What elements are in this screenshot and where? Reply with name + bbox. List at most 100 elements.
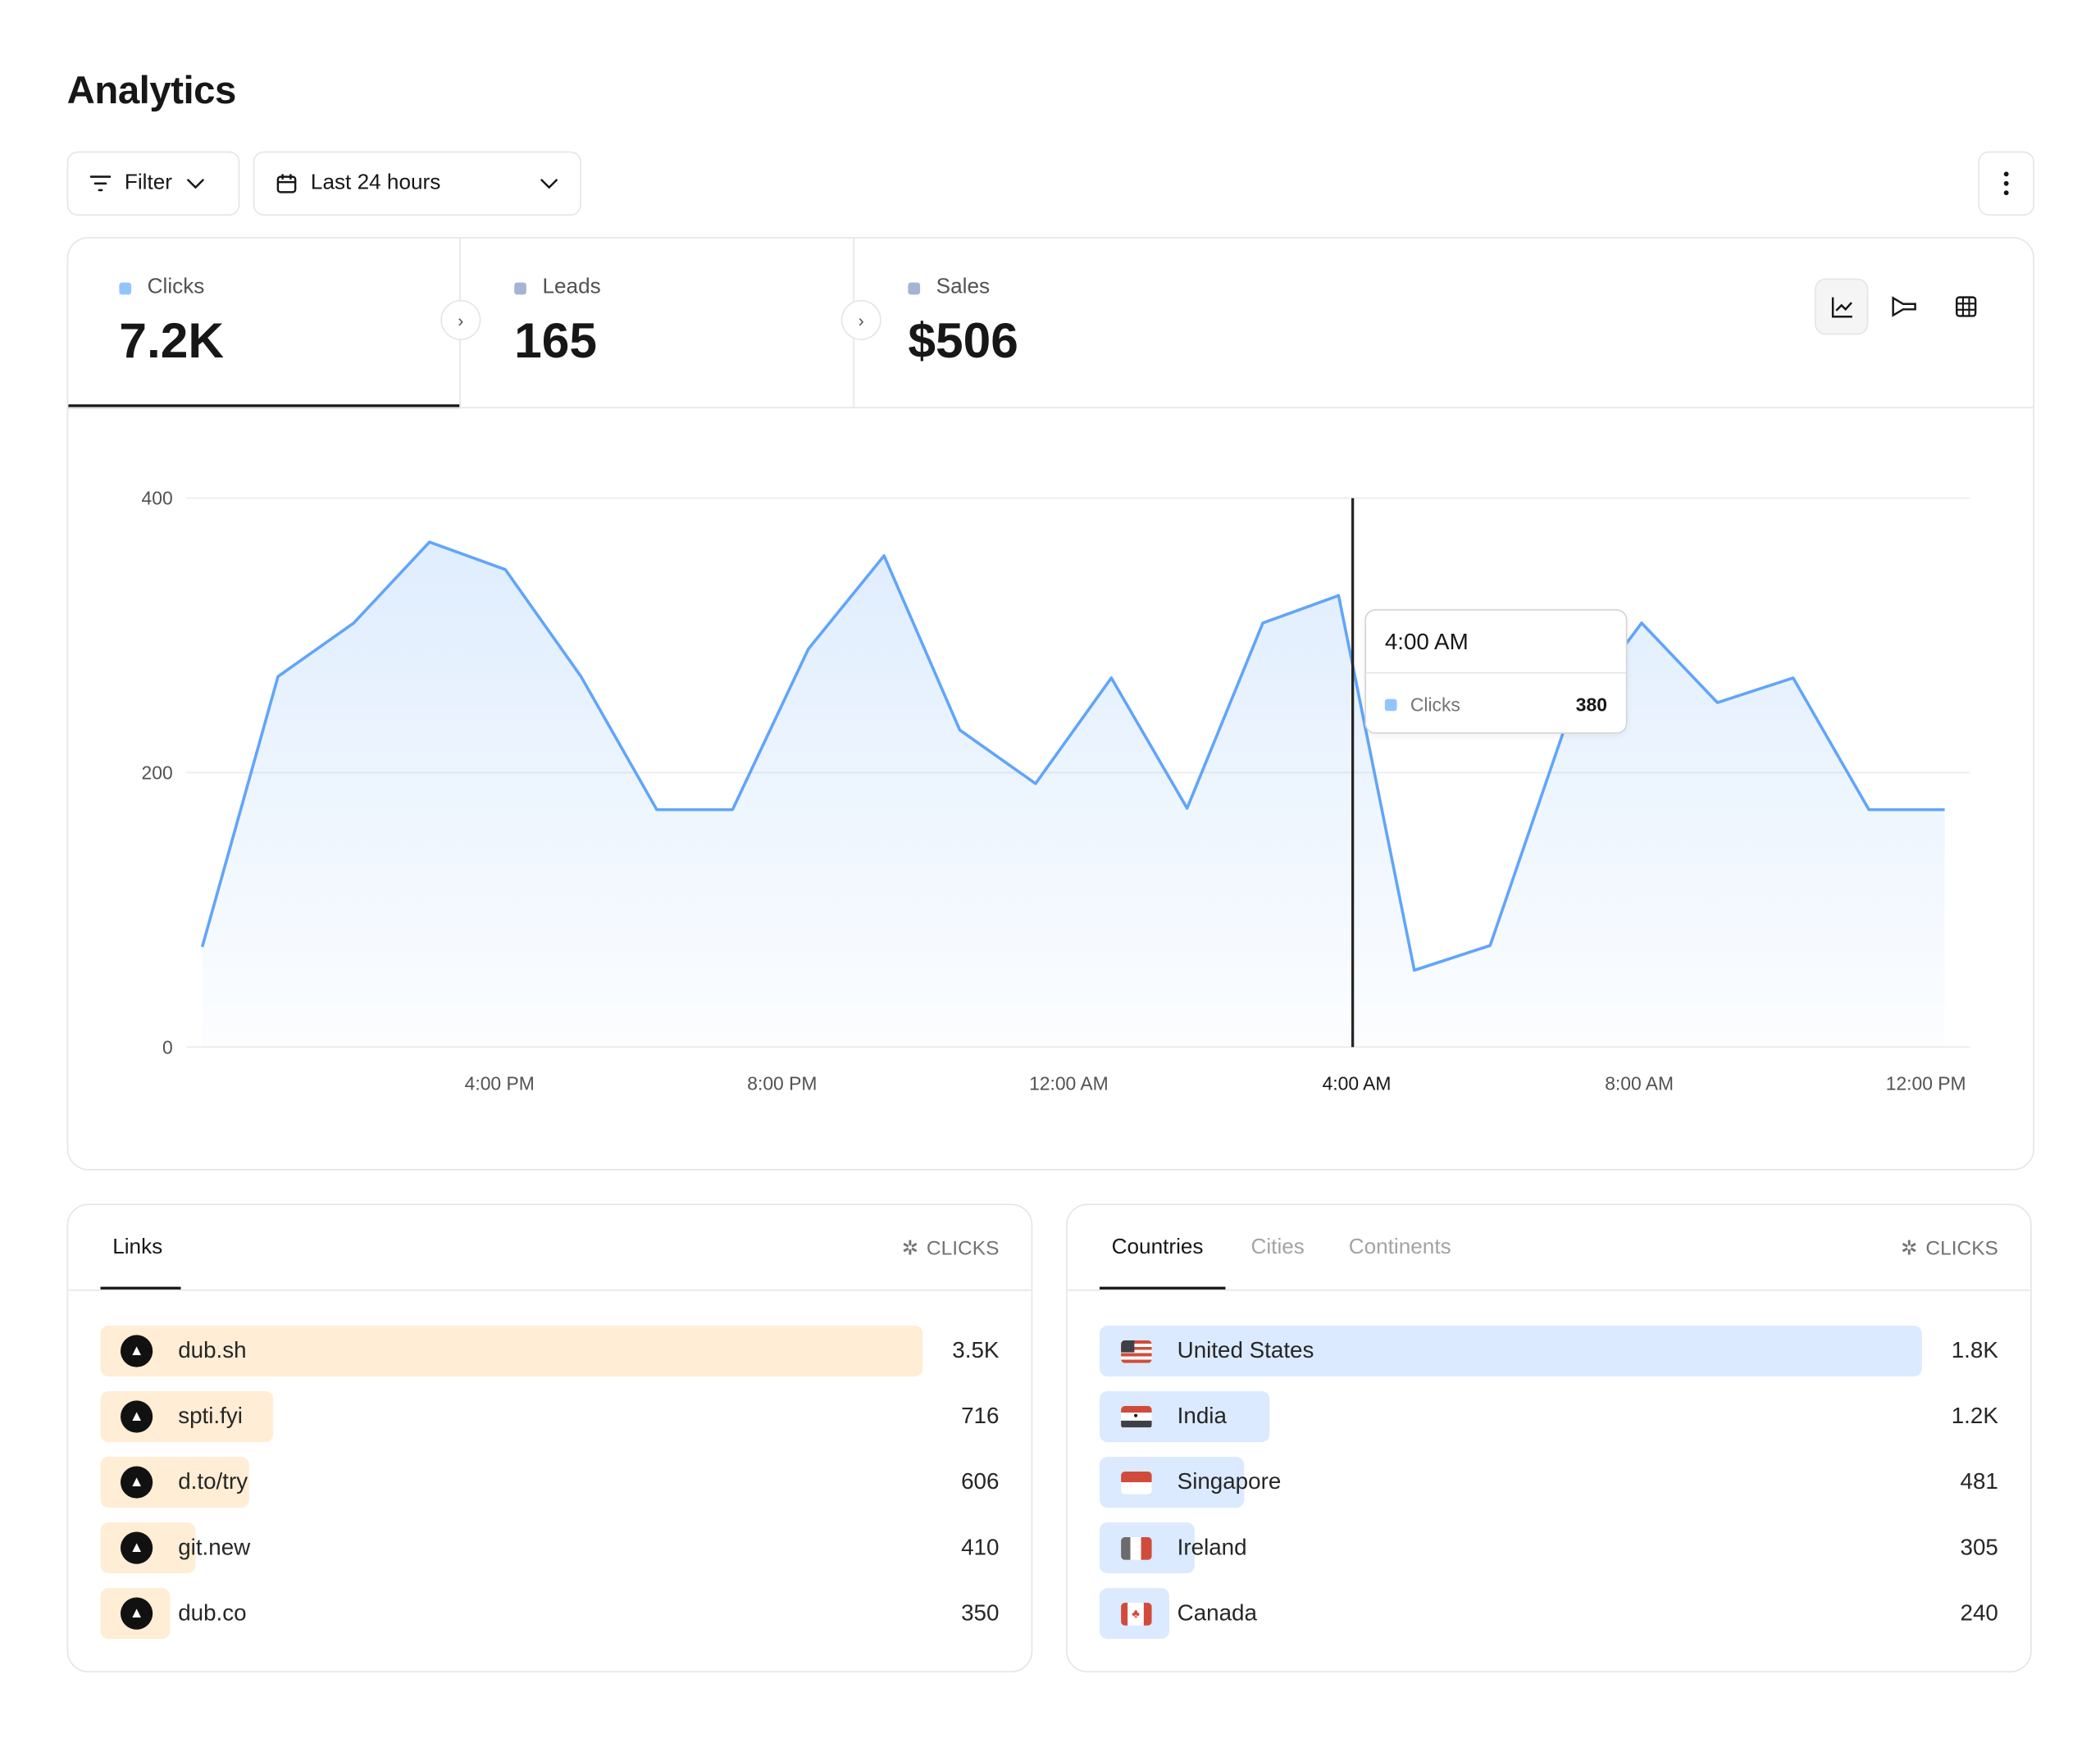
metric-value: $506 xyxy=(908,313,1018,369)
date-range-picker[interactable]: Last 24 hours xyxy=(253,151,581,216)
metric-tab-sales[interactable]: Sales $506 xyxy=(854,239,2033,407)
analytics-chart-card: Clicks 7.2K › Leads 165 › Sales $506 0 20… xyxy=(66,237,2034,1171)
chevron-right-icon: › xyxy=(440,299,481,340)
dub-logo-icon: ▲ xyxy=(119,1597,153,1630)
flag-in-icon: ● xyxy=(1118,1402,1153,1431)
active-tab-indicator xyxy=(68,404,460,409)
item-count: 240 xyxy=(1960,1599,1998,1626)
metric-tab-leads[interactable]: Leads 165 xyxy=(461,238,855,407)
page-title: Analytics xyxy=(66,69,237,113)
item-count: 350 xyxy=(961,1599,1000,1626)
list-item[interactable]: United States 1.8K xyxy=(1099,1325,1998,1377)
filter-label: Filter xyxy=(124,171,172,194)
table-view-button[interactable] xyxy=(1939,279,1993,335)
list-item[interactable]: ♣ Canada 240 xyxy=(1099,1588,1998,1640)
dub-logo-icon: ▲ xyxy=(119,1400,153,1433)
date-range-label: Last 24 hours xyxy=(310,171,441,194)
x-tick-label: 8:00 PM xyxy=(747,1073,817,1094)
more-vertical-icon xyxy=(2003,171,2009,196)
chevron-down-icon xyxy=(540,178,558,189)
clicks-legend-swatch xyxy=(1384,698,1397,711)
metric-label: CLICKS xyxy=(1925,1236,1998,1260)
share-bar xyxy=(1099,1325,1922,1377)
funnel-icon xyxy=(1891,296,1916,317)
filter-icon xyxy=(89,175,112,192)
dub-logo-icon: ▲ xyxy=(119,1466,153,1499)
item-count: 1.2K xyxy=(1951,1403,1998,1429)
tab-continents[interactable]: Continents xyxy=(1348,1235,1451,1259)
locations-card: Countries Cities Continents ✲ CLICKS Unit… xyxy=(1066,1203,2032,1672)
tooltip-value: 380 xyxy=(1575,694,1607,716)
list-item[interactable]: ● India 1.2K xyxy=(1099,1390,1998,1443)
item-count: 481 xyxy=(1960,1468,1998,1495)
list-item[interactable]: ▲ d.to/try 606 xyxy=(100,1457,999,1508)
metric-label: Clicks xyxy=(147,275,205,299)
divider xyxy=(1365,671,1626,674)
divider xyxy=(1067,1289,2031,1291)
list-item[interactable]: ▲ dub.sh 3.5K xyxy=(100,1325,1000,1377)
tab-cities[interactable]: Cities xyxy=(1250,1235,1305,1259)
chevron-right-icon: › xyxy=(840,299,881,340)
item-name: dub.co xyxy=(178,1599,247,1626)
list-item[interactable]: ▲ dub.co 350 xyxy=(100,1588,1000,1640)
metric-value: 165 xyxy=(514,313,598,369)
filter-button[interactable]: Filter xyxy=(66,151,240,216)
y-tick-label: 400 xyxy=(142,488,173,509)
clicks-area-chart[interactable]: 0 200 400 4:00 PM 8:00 PM 12:00 AM 4:00 AM 8:00… xyxy=(68,407,2034,1171)
cursor-click-icon: ✲ xyxy=(901,1237,919,1260)
cursor-click-icon: ✲ xyxy=(1901,1237,1918,1260)
y-tick-label: 0 xyxy=(162,1036,173,1058)
x-tick-label: 4:00 PM xyxy=(465,1073,535,1094)
item-count: 606 xyxy=(961,1468,1000,1495)
flag-sg-icon xyxy=(1118,1467,1153,1497)
y-tick-label: 200 xyxy=(142,762,173,784)
item-count: 716 xyxy=(961,1403,1000,1429)
flag-ca-icon: ♣ xyxy=(1118,1599,1153,1628)
item-count: 3.5K xyxy=(952,1337,1000,1363)
clicks-legend-swatch xyxy=(119,281,132,294)
metric-label: Sales xyxy=(936,275,991,299)
list-item[interactable]: ▲ git.new 410 xyxy=(100,1522,1000,1574)
item-name: spti.fyi xyxy=(178,1403,243,1429)
list-item[interactable]: Singapore 481 xyxy=(1099,1457,1998,1508)
item-name: dub.sh xyxy=(178,1337,247,1363)
table-icon xyxy=(1956,296,1977,317)
list-item[interactable]: Ireland 305 xyxy=(1099,1522,1998,1574)
dub-logo-icon: ▲ xyxy=(119,1335,153,1367)
chart-tooltip: 4:00 AM Clicks 380 xyxy=(1364,609,1628,735)
chevron-down-icon xyxy=(186,178,204,189)
active-tab-indicator xyxy=(1099,1286,1226,1291)
item-name: Canada xyxy=(1177,1599,1257,1626)
tooltip-time: 4:00 AM xyxy=(1384,629,1469,655)
line-chart-icon xyxy=(1831,296,1852,317)
metric-label: Leads xyxy=(542,275,601,299)
metric-selector[interactable]: ✲ CLICKS xyxy=(1901,1236,1998,1260)
active-tab-indicator xyxy=(100,1286,181,1291)
metric-tab-clicks[interactable]: Clicks 7.2K xyxy=(68,238,461,409)
divider xyxy=(68,407,2034,409)
item-name: Singapore xyxy=(1177,1468,1282,1495)
item-count: 410 xyxy=(961,1534,1000,1560)
item-count: 305 xyxy=(1960,1534,1998,1560)
line-chart-view-button[interactable] xyxy=(1815,278,1869,335)
metric-value: 7.2K xyxy=(119,313,225,369)
flag-ie-icon xyxy=(1118,1533,1153,1563)
funnel-view-button[interactable] xyxy=(1876,279,1929,335)
list-item[interactable]: ▲ spti.fyi 716 xyxy=(100,1390,1000,1443)
x-tick-label: 4:00 AM xyxy=(1323,1073,1392,1094)
leads-legend-swatch xyxy=(514,281,526,294)
item-name: git.new xyxy=(178,1534,251,1560)
x-tick-label: 12:00 PM xyxy=(1886,1073,1966,1094)
tab-links[interactable]: Links xyxy=(112,1235,163,1259)
clicks-line xyxy=(200,540,1945,972)
share-bar xyxy=(100,1325,923,1377)
x-tick-label: 8:00 AM xyxy=(1605,1073,1674,1094)
tab-countries[interactable]: Countries xyxy=(1111,1235,1204,1259)
x-tick-label: 12:00 AM xyxy=(1029,1073,1109,1094)
item-name: d.to/try xyxy=(178,1468,248,1495)
tooltip-series: Clicks xyxy=(1410,694,1460,716)
calendar-icon xyxy=(276,174,297,193)
more-options-button[interactable] xyxy=(1978,151,2034,216)
dub-logo-icon: ▲ xyxy=(119,1531,153,1564)
metric-selector[interactable]: ✲ CLICKS xyxy=(902,1236,1000,1260)
